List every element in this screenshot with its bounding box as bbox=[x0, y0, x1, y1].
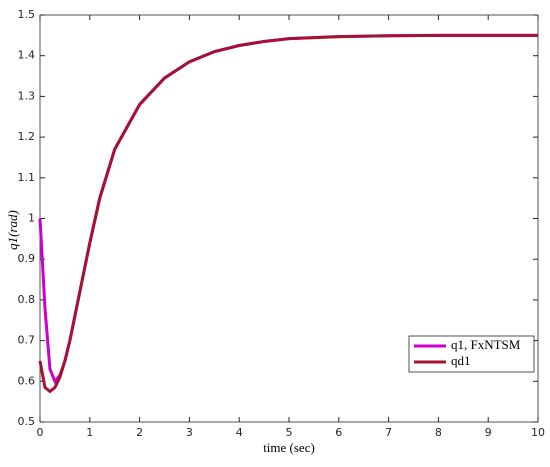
series-line bbox=[38, 33, 538, 394]
x-axis-label: time (sec) bbox=[263, 440, 315, 455]
y-tick-label: 0.8 bbox=[18, 293, 36, 306]
x-tick-label: 4 bbox=[236, 426, 243, 439]
y-tick-label: 1.3 bbox=[18, 89, 36, 102]
x-tick-label: 0 bbox=[37, 426, 44, 439]
y-tick-label: 1.2 bbox=[18, 130, 36, 143]
y-tick-label: 1.5 bbox=[18, 8, 36, 21]
y-axis-label: q1(rad) bbox=[5, 210, 20, 250]
y-tick-label: 0.7 bbox=[18, 334, 36, 347]
x-tick-label: 8 bbox=[435, 426, 442, 439]
x-tick-label: 9 bbox=[485, 426, 492, 439]
x-tick-label: 1 bbox=[86, 426, 93, 439]
legend-label: qd1 bbox=[451, 353, 471, 368]
x-tick-label: 10 bbox=[531, 426, 545, 439]
legend-box bbox=[408, 335, 535, 373]
y-tick-label: 1 bbox=[28, 212, 35, 225]
x-tick-label: 6 bbox=[335, 426, 342, 439]
y-tick-label: 1.1 bbox=[18, 171, 36, 184]
x-tick-label: 3 bbox=[186, 426, 193, 439]
x-tick-label: 2 bbox=[136, 426, 143, 439]
x-tick-label: 5 bbox=[286, 426, 293, 439]
legend-label: q1, FxNTSM bbox=[451, 337, 521, 352]
x-tick-label: 7 bbox=[385, 426, 392, 439]
y-tick-label: 0.5 bbox=[18, 415, 36, 428]
y-tick-label: 1.4 bbox=[18, 49, 36, 62]
y-tick-label: 0.6 bbox=[18, 374, 36, 387]
y-tick-label: 0.9 bbox=[18, 252, 36, 265]
